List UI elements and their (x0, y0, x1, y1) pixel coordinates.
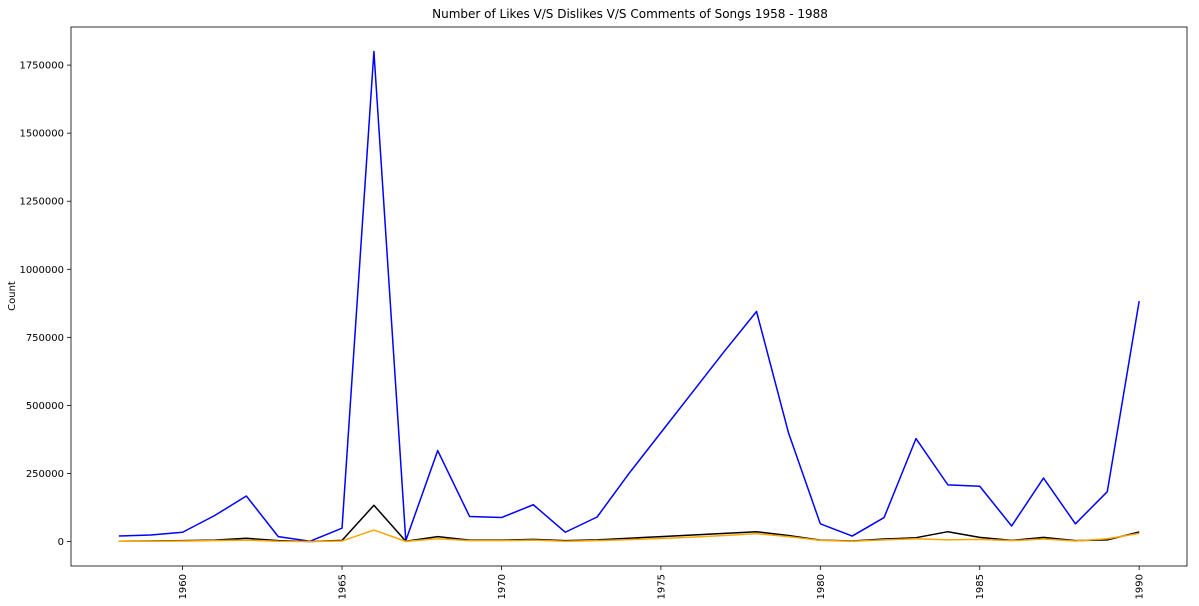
y-axis-label: Count (7, 281, 18, 311)
x-tick-label-1970: 1970 (497, 574, 508, 599)
y-tick-label-1750000: 1750000 (19, 61, 64, 72)
y-tick-label-1000000: 1000000 (19, 265, 64, 276)
y-tick-label-250000: 250000 (26, 469, 64, 480)
plot-frame (70, 26, 1188, 567)
series-line-dislikes (118, 504, 1140, 543)
series-line-likes (118, 50, 1140, 542)
x-tick-label-1980: 1980 (816, 574, 827, 599)
y-tick-label-750000: 750000 (26, 333, 64, 344)
y-tick-label-0: 0 (58, 537, 64, 548)
x-tick-label-1975: 1975 (656, 574, 667, 599)
series-line-comments (118, 529, 1140, 543)
x-tick-label-1990: 1990 (1135, 574, 1146, 599)
x-tick-label-1965: 1965 (338, 574, 349, 599)
x-tick-label-1960: 1960 (178, 574, 189, 599)
plot-area: 0 250000 500000 750000 1000000 1250000 1500000… (19, 26, 1188, 599)
y-tick-label-1500000: 1500000 (19, 129, 64, 140)
y-tick-label-1250000: 1250000 (19, 197, 64, 208)
chart-title: Number of Likes V/S Dislikes V/S Comment… (432, 7, 828, 21)
y-tick-label-500000: 500000 (26, 401, 64, 412)
x-tick-label-1985: 1985 (975, 574, 986, 599)
